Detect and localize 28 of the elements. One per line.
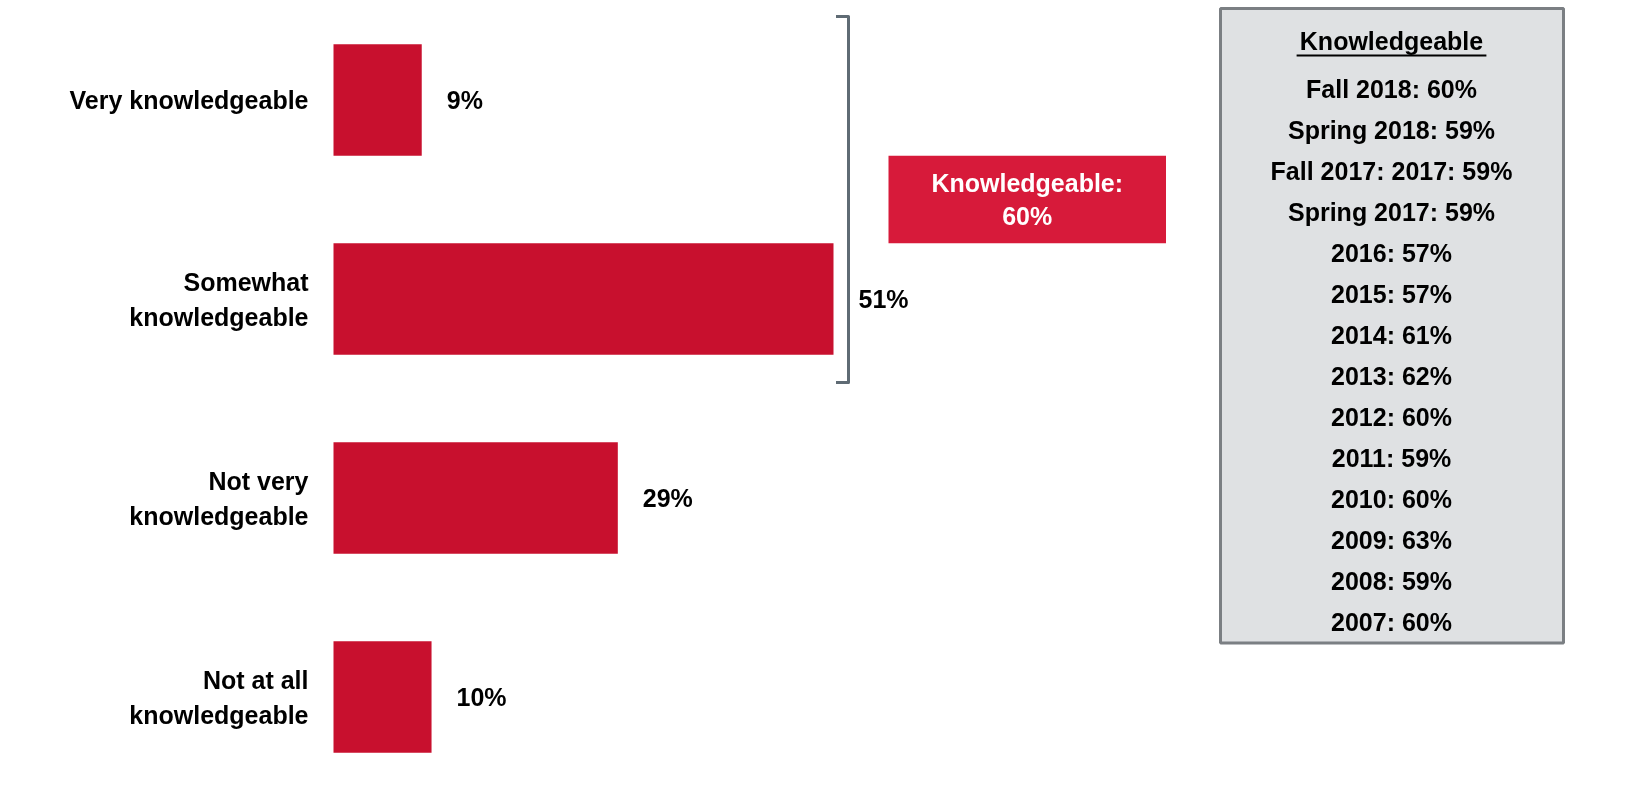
text: 2014: 61% bbox=[1331, 320, 1452, 349]
data-label: 10% bbox=[456, 683, 507, 711]
bar bbox=[333, 641, 432, 753]
text: 2015: 57% bbox=[1331, 279, 1452, 308]
text: 2012: 60% bbox=[1331, 402, 1452, 431]
y-tick-label: Not at all knowledgeable bbox=[129, 665, 309, 729]
text: 2016: 57% bbox=[1331, 238, 1452, 267]
data-label: 29% bbox=[642, 484, 693, 512]
text: 2010: 60% bbox=[1331, 484, 1452, 513]
bar bbox=[333, 44, 422, 156]
text: Spring 2017: 59% bbox=[1287, 197, 1496, 226]
text: 2008: 59% bbox=[1331, 566, 1452, 595]
text: Knowledgeable bbox=[1299, 26, 1484, 55]
data-label: 9% bbox=[446, 86, 483, 114]
y-tick-label: Not very knowledgeable bbox=[129, 466, 309, 530]
text: Fall 2018: 60% bbox=[1306, 74, 1477, 103]
text: Fall 2017: 2017: 59% bbox=[1270, 156, 1513, 185]
text: Spring 2018: 59% bbox=[1287, 115, 1496, 144]
text: 2013: 62% bbox=[1331, 361, 1452, 390]
data-label: 51% bbox=[858, 285, 909, 313]
bar bbox=[333, 243, 834, 355]
bar bbox=[333, 442, 618, 554]
text: 2011: 59% bbox=[1331, 443, 1452, 472]
y-tick-label: Very knowledgeable bbox=[69, 86, 309, 114]
text: 2009: 63% bbox=[1331, 525, 1452, 554]
text: 2007: 60% bbox=[1331, 607, 1452, 636]
y-tick-label: Somewhat knowledgeable bbox=[129, 267, 310, 331]
text: Knowledgeable: 60% bbox=[931, 169, 1124, 230]
